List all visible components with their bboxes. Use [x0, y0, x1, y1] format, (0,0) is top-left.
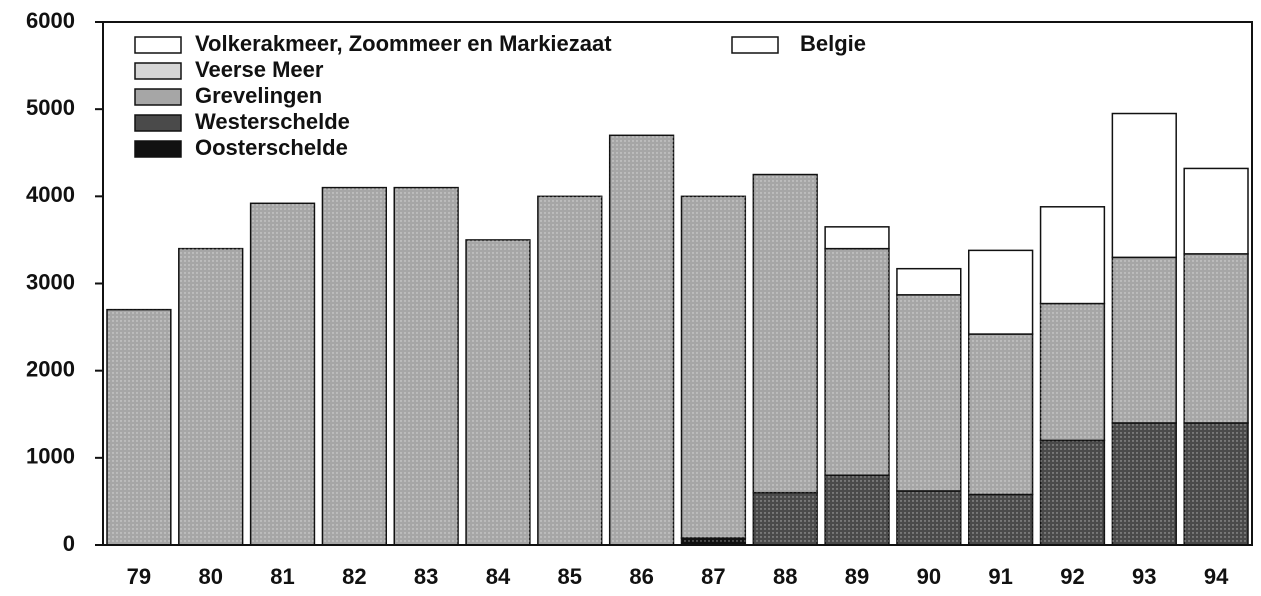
legend-swatch: [731, 36, 779, 54]
legend-swatch: [134, 114, 182, 132]
bar-texture: [1040, 303, 1105, 441]
bar-texture: [1184, 422, 1248, 545]
legend-swatch: [134, 36, 182, 54]
x-tick-label: 89: [845, 564, 869, 589]
x-tick-label: 86: [629, 564, 653, 589]
x-tick-label: 88: [773, 564, 797, 589]
bar-texture: [107, 309, 171, 545]
legend-swatch: [134, 62, 182, 80]
x-tick-label: 94: [1204, 564, 1229, 589]
bar-texture: [896, 294, 961, 491]
x-tick-label: 93: [1132, 564, 1156, 589]
legend-label: Volkerakmeer, Zoommeer en Markiezaat: [195, 31, 612, 56]
bar-texture: [968, 334, 1033, 495]
y-tick-label: 5000: [26, 95, 75, 120]
x-tick-label: 84: [486, 564, 511, 589]
bar-segment: [896, 267, 962, 296]
bar-texture: [1112, 422, 1177, 545]
bar-texture: [753, 174, 818, 493]
x-tick-label: 92: [1060, 564, 1084, 589]
bar-texture: [825, 248, 889, 476]
bar-texture: [1112, 257, 1177, 423]
plot-frame: [102, 21, 1253, 546]
x-tick-label: 85: [558, 564, 582, 589]
bar-texture: [825, 475, 889, 545]
bar-texture: [681, 538, 746, 545]
bar-texture: [1040, 440, 1105, 545]
legend-label: Westerschelde: [195, 109, 350, 134]
bar-texture: [466, 239, 530, 545]
x-tick-label: 82: [342, 564, 366, 589]
x-tick-label: 81: [270, 564, 294, 589]
bar-texture: [250, 203, 315, 545]
y-tick-label: 3000: [26, 269, 75, 294]
x-tick-label: 87: [701, 564, 725, 589]
bar-texture: [322, 187, 387, 545]
legend-swatch: [134, 88, 182, 106]
x-tick-label: 91: [988, 564, 1012, 589]
bar-texture: [753, 492, 818, 545]
bar-texture: [896, 490, 961, 545]
legend-label: Belgie: [800, 31, 866, 56]
y-tick-label: 0: [63, 531, 75, 556]
y-tick-label: 1000: [26, 444, 75, 469]
y-tick-label: 2000: [26, 356, 75, 381]
x-tick-label: 80: [198, 564, 222, 589]
legend-label: Veerse Meer: [195, 57, 324, 82]
bar-texture: [681, 196, 746, 539]
legend-label: Oosterschelde: [195, 135, 348, 160]
bar-segment: [824, 226, 890, 250]
y-tick-label: 6000: [26, 8, 75, 33]
x-tick-label: 83: [414, 564, 438, 589]
bar-texture: [1184, 253, 1248, 423]
y-tick-label: 4000: [26, 182, 75, 207]
bar-texture: [537, 196, 602, 546]
bar-segment: [968, 249, 1034, 335]
legend-label: Grevelingen: [195, 83, 322, 108]
bar-texture: [609, 135, 674, 546]
bar-segment: [1183, 167, 1249, 255]
bar-texture: [968, 494, 1033, 545]
legend-swatch: [134, 140, 182, 158]
bar-texture: [178, 248, 243, 545]
bar-segment: [1111, 112, 1177, 259]
bar-texture: [394, 187, 459, 545]
bar-segment: [1039, 206, 1106, 305]
x-tick-label: 90: [917, 564, 941, 589]
x-tick-label: 79: [127, 564, 151, 589]
